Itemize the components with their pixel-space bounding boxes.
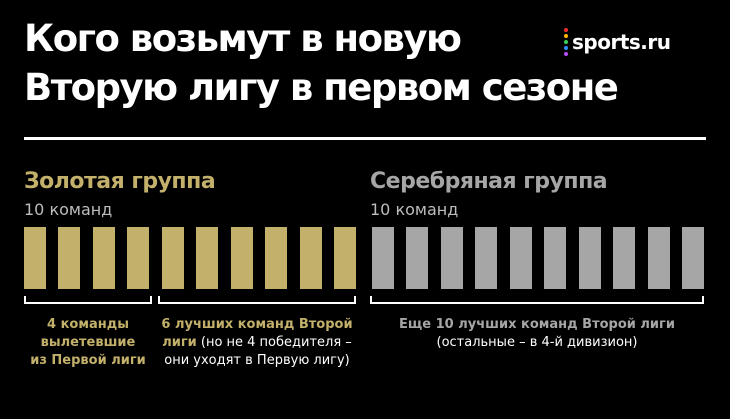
bracket-relegated: [24, 296, 152, 304]
logo-dots-icon: [564, 28, 568, 56]
silver-team-bar: [510, 227, 532, 289]
gold-team-bar: [58, 227, 80, 289]
gold-team-bar: [231, 227, 253, 289]
logo-text: sports.ru: [572, 30, 671, 54]
logo-dot: [564, 52, 568, 56]
silver-team-bar: [441, 227, 463, 289]
gold-team-bars: [24, 227, 356, 289]
caption-next-ten-normal: (остальные – в 4-й дивизион): [436, 335, 638, 350]
gold-group-count: 10 команд: [24, 200, 113, 219]
gold-team-bar: [265, 227, 287, 289]
caption-relegated-line1: 4 команды: [47, 317, 129, 332]
title-line-1: Кого возьмут в новую: [24, 17, 462, 60]
silver-team-bar: [406, 227, 428, 289]
logo-dot: [564, 46, 568, 50]
gold-team-bar: [300, 227, 322, 289]
caption-best-six-normal2: (но не 4 победителя –: [196, 335, 352, 350]
caption-best-six-line3: они уходят в Первую лигу): [164, 353, 350, 368]
silver-team-bar: [372, 227, 394, 289]
gold-group-title: Золотая группа: [24, 169, 216, 194]
title-line-2: Вторую лигу в первом сезоне: [24, 66, 619, 109]
caption-best-six: 6 лучших команд Второй лиги (но не 4 поб…: [150, 316, 364, 370]
silver-team-bar: [475, 227, 497, 289]
caption-best-six-bold2: лиги: [162, 335, 197, 350]
logo-dot: [564, 34, 568, 38]
gold-team-bar: [127, 227, 149, 289]
caption-relegated-line3: из Первой лиги: [30, 353, 146, 368]
caption-best-six-bold: 6 лучших команд Второй: [161, 317, 353, 332]
silver-team-bar: [682, 227, 704, 289]
caption-next-ten-bold: Еще 10 лучших команд Второй лиги: [399, 317, 675, 332]
silver-team-bar: [544, 227, 566, 289]
silver-group-title: Серебряная группа: [370, 169, 608, 194]
page-title: Кого возьмут в новую Вторую лигу в перво…: [24, 14, 664, 112]
gold-team-bar: [162, 227, 184, 289]
caption-relegated: 4 команды вылетевшие из Первой лиги: [18, 316, 158, 370]
gold-team-bar: [24, 227, 46, 289]
silver-team-bar: [613, 227, 635, 289]
gold-team-bar: [196, 227, 218, 289]
logo-dot: [564, 28, 568, 32]
caption-next-ten: Еще 10 лучших команд Второй лиги (осталь…: [370, 316, 704, 352]
title-divider: [24, 137, 706, 140]
bracket-best-six: [158, 296, 356, 304]
silver-team-bar: [579, 227, 601, 289]
silver-team-bar: [648, 227, 670, 289]
gold-team-bar: [334, 227, 356, 289]
gold-team-bar: [93, 227, 115, 289]
caption-relegated-line2: вылетевшие: [40, 335, 136, 350]
logo-dot: [564, 40, 568, 44]
sports-ru-logo: sports.ru: [564, 28, 671, 56]
bracket-next-ten: [370, 296, 704, 304]
silver-group-count: 10 команд: [370, 200, 459, 219]
silver-team-bars: [372, 227, 704, 289]
